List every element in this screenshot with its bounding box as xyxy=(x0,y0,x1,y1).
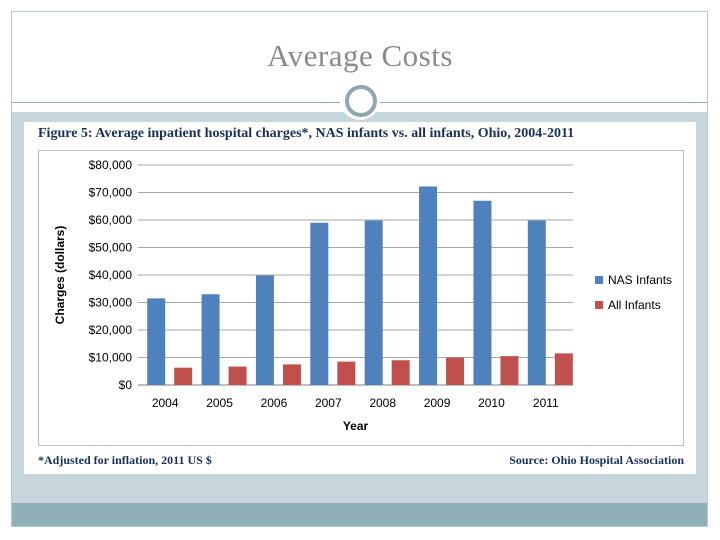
legend-swatch xyxy=(595,276,603,284)
y-tick-label: $10,000 xyxy=(89,351,133,365)
y-tick-label: $40,000 xyxy=(89,268,133,282)
bar-nas-infants xyxy=(201,294,220,385)
bar-nas-infants xyxy=(364,220,383,385)
bar-all-infants xyxy=(500,356,519,385)
y-axis-label: Charges (dollars) xyxy=(53,226,67,325)
x-tick-label: 2005 xyxy=(206,396,233,410)
x-tick-label: 2010 xyxy=(478,396,505,410)
bar-all-infants xyxy=(282,364,301,385)
y-tick-label: $60,000 xyxy=(89,213,133,227)
y-tick-label: $20,000 xyxy=(89,323,133,337)
y-tick-label: $80,000 xyxy=(89,158,133,172)
figure-footnote: *Adjusted for inflation, 2011 US $ xyxy=(38,453,212,467)
legend-swatch xyxy=(595,301,603,309)
chart-container: $0 $10,000 $20,000 $30,000 $40,000 $50,000 $60… xyxy=(38,150,684,446)
bar-chart: $0 $10,000 $20,000 $30,000 $40,000 $50,000 $60… xyxy=(53,158,672,433)
bar-nas-infants xyxy=(419,186,438,385)
bar-nas-infants xyxy=(147,298,166,385)
legend-label: All Infants xyxy=(608,298,661,312)
bar-all-infants xyxy=(554,353,573,385)
bar-all-infants xyxy=(228,366,247,385)
x-tick-label: 2006 xyxy=(261,396,288,410)
x-tick-label: 2011 xyxy=(533,396,559,410)
x-tick-label: 2009 xyxy=(424,396,451,410)
footer-band xyxy=(12,503,707,526)
x-axis-label: Year xyxy=(343,419,369,433)
bar-all-infants xyxy=(174,367,193,385)
slide-title: Average Costs xyxy=(267,38,453,73)
bar-nas-infants xyxy=(527,220,546,385)
y-tick-label: $50,000 xyxy=(89,241,133,255)
bar-nas-infants xyxy=(473,200,492,385)
bar-all-infants xyxy=(446,357,465,385)
x-tick-label: 2008 xyxy=(369,396,396,410)
legend-label: NAS Infants xyxy=(608,273,672,287)
y-tick-label: $70,000 xyxy=(89,186,133,200)
x-tick-label: 2004 xyxy=(152,396,179,410)
circle-ornament-icon xyxy=(345,85,377,117)
bar-nas-infants xyxy=(310,222,329,385)
bar-all-infants xyxy=(337,361,356,385)
figure-source: Source: Ohio Hospital Association xyxy=(509,453,684,467)
y-tick-label: $30,000 xyxy=(89,296,133,310)
figure-heading: Figure 5: Average inpatient hospital cha… xyxy=(38,126,575,141)
y-tick-label: $0 xyxy=(119,378,133,392)
bar-all-infants xyxy=(391,360,410,385)
x-tick-label: 2007 xyxy=(315,396,342,410)
bar-nas-infants xyxy=(255,275,274,385)
